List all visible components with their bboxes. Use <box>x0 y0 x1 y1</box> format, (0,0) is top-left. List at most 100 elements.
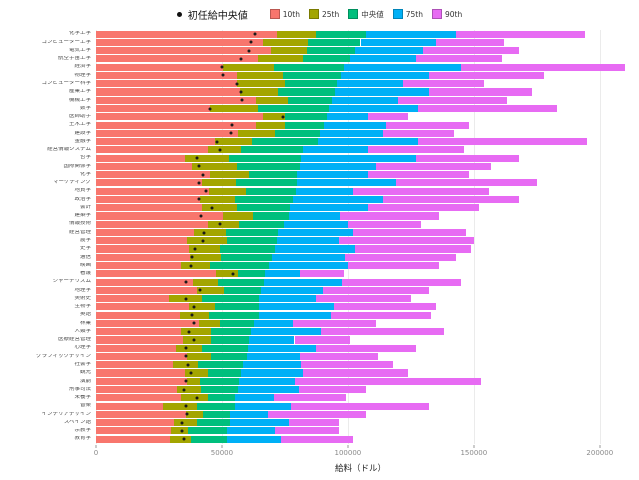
legend: 初任給中央値 10th 25th 中央値 75th 90th <box>0 6 639 22</box>
bar-track <box>96 270 625 278</box>
bar-segment-p10 <box>96 295 169 303</box>
start-median-dot <box>247 49 251 53</box>
bar-row: 人類学 <box>6 328 639 336</box>
bar-row: 建設学 <box>6 129 639 137</box>
bar-segment-p75 <box>300 154 416 162</box>
bar-segment-p90 <box>299 270 344 278</box>
bar-segment-median <box>225 228 278 237</box>
bar-row: 航空宇宙工学 <box>6 55 639 63</box>
bar-row: 生物学 <box>6 303 639 311</box>
bar-segment-p75 <box>299 162 376 170</box>
y-axis-label: 栄養学 <box>74 395 91 401</box>
legend-item-p25: 25th <box>309 9 339 19</box>
bar-segment-median <box>285 121 324 129</box>
start-median-dot <box>195 156 198 160</box>
bar-segment-p75 <box>226 435 281 443</box>
bar-segment-p10 <box>96 204 203 212</box>
bar-segment-p75 <box>229 419 290 427</box>
bar-segment-median <box>215 303 260 311</box>
bar-segment-p75 <box>246 352 300 361</box>
bar-segment-p10 <box>96 154 186 162</box>
bar-track <box>96 278 625 286</box>
bar-segment-p75 <box>234 402 291 410</box>
bar-segment-p10 <box>96 104 210 113</box>
bar-segment-p90 <box>418 104 557 113</box>
bar-segment-p10 <box>96 146 209 154</box>
bar-row: 経営情報システム <box>6 146 639 154</box>
bar-row: 土木工学 <box>6 121 639 129</box>
legend-label: 90th <box>445 9 463 19</box>
bar-segment-p75 <box>297 171 369 179</box>
bar-track <box>96 286 625 294</box>
bar-segment-median <box>217 278 264 286</box>
start-median-dot <box>231 272 235 276</box>
y-axis-label: 観光 <box>79 370 91 376</box>
bar-segment-median <box>307 47 356 55</box>
start-median-dot <box>184 297 188 301</box>
bar-track <box>96 212 625 220</box>
bar-segment-median <box>273 63 345 71</box>
bar-segment-p25 <box>209 187 247 195</box>
bar-track <box>96 319 625 327</box>
start-median-dot <box>201 173 205 177</box>
start-median-dot <box>230 123 234 127</box>
bar-track <box>96 96 625 104</box>
bar-segment-median <box>315 30 366 38</box>
bar-segment-p90 <box>415 55 502 63</box>
bar-segment-median <box>238 220 285 228</box>
bar-track <box>96 377 625 385</box>
bar-segment-p10 <box>96 369 186 377</box>
bar-segment-median <box>257 104 329 113</box>
bar-segment-p25 <box>270 47 308 55</box>
y-axis-label: ジャーナリズム <box>52 279 91 285</box>
start-median-dot <box>180 421 184 425</box>
start-median-dot <box>186 363 190 367</box>
bar-segment-p10 <box>96 63 224 71</box>
bar-track <box>96 328 625 336</box>
bar-segment-p25 <box>257 55 303 63</box>
start-median-dot <box>184 354 188 358</box>
bar-segment-p10 <box>96 171 211 179</box>
y-axis-label: コンピューター科学 <box>41 80 91 86</box>
y-axis-label: 産業工学 <box>68 89 91 95</box>
bar-segment-p75 <box>240 369 304 377</box>
bar-segment-p10 <box>96 377 188 385</box>
y-axis-label: 土木工学 <box>68 122 91 128</box>
start-median-dot <box>208 107 212 111</box>
bar-segment-p75 <box>296 187 353 195</box>
bar-segment-median <box>227 237 278 245</box>
bar-segment-median <box>220 319 254 327</box>
x-tick-mark <box>221 445 223 448</box>
bar-track <box>96 104 625 113</box>
y-axis-label: グラフィックデザイン <box>36 353 91 359</box>
bar-segment-p25 <box>187 237 228 245</box>
legend-swatch-icon <box>348 9 359 19</box>
bar-segment-p25 <box>192 278 218 286</box>
y-axis-label: 農学 <box>79 238 91 244</box>
start-median-dot <box>192 305 196 309</box>
bar-segment-p75 <box>237 386 300 394</box>
bar-segment-p75 <box>336 80 404 88</box>
bar-segment-p90 <box>461 63 625 71</box>
y-axis-label: 金融学 <box>74 138 91 144</box>
bar-row: 演劇 <box>6 377 639 385</box>
bar-segment-median <box>246 187 297 195</box>
y-axis-label: 人類学 <box>74 328 91 334</box>
bar-segment-p10 <box>96 138 215 146</box>
bar-segment-p10 <box>96 121 256 129</box>
y-axis-label: 情報技術 <box>68 221 91 227</box>
bar-segment-p75 <box>264 270 300 278</box>
bar-segment-p75 <box>290 204 369 212</box>
y-axis-label: 看護 <box>79 271 91 277</box>
bar-segment-median <box>237 204 291 212</box>
start-median-dot <box>235 82 239 86</box>
bar-segment-p10 <box>96 352 187 361</box>
start-median-dot <box>239 90 243 94</box>
bar-segment-p10 <box>96 113 264 121</box>
bar-segment-median <box>223 286 261 294</box>
bar-segment-p75 <box>258 311 331 319</box>
y-axis-label: 電気工学 <box>68 47 91 53</box>
bar-segment-median <box>284 80 337 88</box>
bar-row: 化学工学 <box>6 30 639 38</box>
